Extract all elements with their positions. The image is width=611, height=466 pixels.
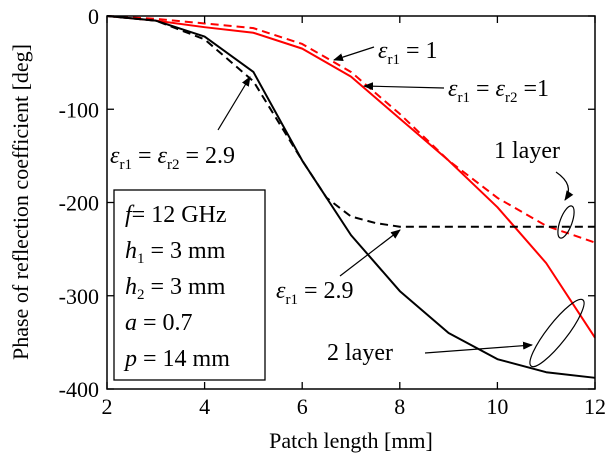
label-er1-29: εr1 = 2.9 xyxy=(276,278,354,308)
arrow-two-layer xyxy=(424,341,533,354)
label-one-layer: 1 layer xyxy=(494,138,560,164)
arrow-er1-er2-1 xyxy=(363,82,445,91)
arrow-er1-er2-29 xyxy=(217,76,251,131)
param-line: f= 12 GHz xyxy=(125,202,227,228)
ticks-layer: 2 4 6 8 10 12 0 -100 -200 -300 -400 xyxy=(59,4,606,419)
arrow-er1-1 xyxy=(333,46,375,62)
x-tick-label: 2 xyxy=(102,394,113,419)
x-tick-label: 4 xyxy=(199,394,210,419)
series-line-2 xyxy=(106,15,595,228)
series-layer xyxy=(106,15,596,379)
y-axis-label: Phase of reflection coefficient [deg] xyxy=(8,44,33,360)
params-box xyxy=(113,189,266,381)
param-line: h1 = 3 mm xyxy=(125,238,226,267)
series-line-0 xyxy=(106,15,596,244)
x-tick-label: 8 xyxy=(394,394,405,419)
x-tick-label: 10 xyxy=(486,394,508,419)
y-tick-label: -300 xyxy=(59,284,99,309)
ellipse-one-layer xyxy=(557,205,575,239)
y-tick-label: 0 xyxy=(88,4,99,29)
y-tick-label: -400 xyxy=(59,377,99,402)
x-tick-label: 12 xyxy=(584,394,606,419)
x-tick-label: 6 xyxy=(297,394,308,419)
param-line: a = 0.7 xyxy=(125,310,193,336)
params-layer: f= 12 GHz h1 = 3 mm h2 = 3 mm a = 0.7 p = 14… xyxy=(123,202,230,372)
y-tick-label: -200 xyxy=(59,191,99,216)
label-er1-er2-1: εr1 = εr2 =1 xyxy=(448,76,549,106)
param-line: p = 14 mm xyxy=(123,346,230,372)
y-tick-label: -100 xyxy=(59,97,99,122)
label-two-layer: 2 layer xyxy=(327,340,393,366)
arrow-er1-29 xyxy=(339,229,401,277)
param-line: h2 = 3 mm xyxy=(125,274,226,303)
ellipse-two-layer xyxy=(529,298,585,368)
arrow-one-layer xyxy=(555,171,574,201)
label-er1-1: εr1 = 1 xyxy=(378,38,438,68)
series-line-3 xyxy=(106,15,596,379)
x-axis-label: Patch length [mm] xyxy=(269,428,433,453)
label-er1-er2-29: εr1 = εr2 = 2.9 xyxy=(110,143,235,173)
